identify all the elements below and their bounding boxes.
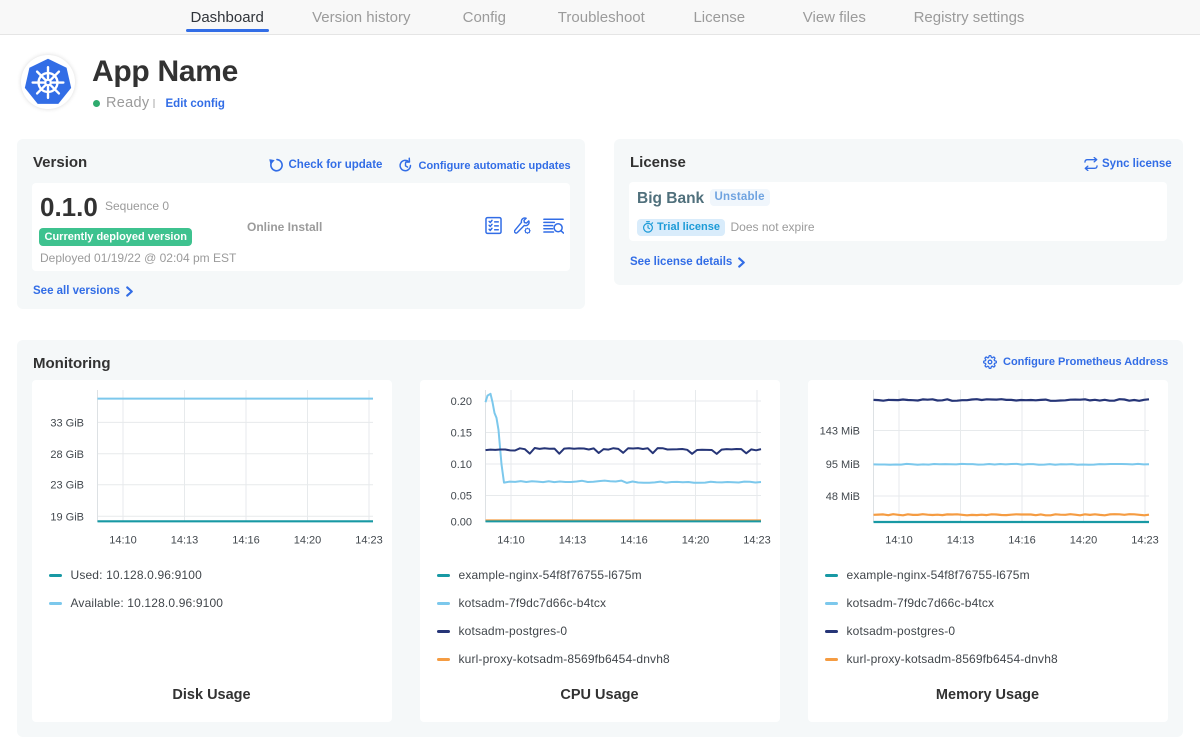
svg-text:14:20: 14:20 bbox=[293, 535, 321, 547]
svg-text:14:16: 14:16 bbox=[232, 535, 260, 547]
svg-text:14:13: 14:13 bbox=[558, 535, 586, 547]
svg-text:0.20: 0.20 bbox=[450, 396, 471, 408]
svg-text:0.10: 0.10 bbox=[450, 459, 471, 471]
svg-text:33 GiB: 33 GiB bbox=[50, 417, 84, 429]
svg-text:28 GiB: 28 GiB bbox=[50, 449, 84, 461]
svg-text:14:20: 14:20 bbox=[681, 535, 709, 547]
svg-text:143 MiB: 143 MiB bbox=[819, 426, 859, 438]
svg-text:19 GiB: 19 GiB bbox=[50, 511, 84, 523]
svg-text:14:13: 14:13 bbox=[170, 535, 198, 547]
svg-text:14:10: 14:10 bbox=[885, 535, 913, 547]
svg-text:14:13: 14:13 bbox=[946, 535, 974, 547]
svg-text:14:16: 14:16 bbox=[1008, 535, 1036, 547]
svg-text:48 MiB: 48 MiB bbox=[825, 491, 859, 503]
svg-text:14:16: 14:16 bbox=[620, 535, 648, 547]
svg-text:14:20: 14:20 bbox=[1069, 535, 1097, 547]
svg-text:0.05: 0.05 bbox=[450, 491, 471, 503]
svg-text:0.15: 0.15 bbox=[450, 428, 471, 440]
svg-text:14:10: 14:10 bbox=[497, 535, 525, 547]
svg-text:14:10: 14:10 bbox=[109, 535, 137, 547]
svg-text:0.00: 0.00 bbox=[450, 517, 471, 529]
svg-text:23 GiB: 23 GiB bbox=[50, 480, 84, 492]
svg-text:14:23: 14:23 bbox=[1131, 535, 1159, 547]
svg-text:95 MiB: 95 MiB bbox=[825, 459, 859, 471]
svg-text:14:23: 14:23 bbox=[355, 535, 383, 547]
svg-text:14:23: 14:23 bbox=[743, 535, 771, 547]
